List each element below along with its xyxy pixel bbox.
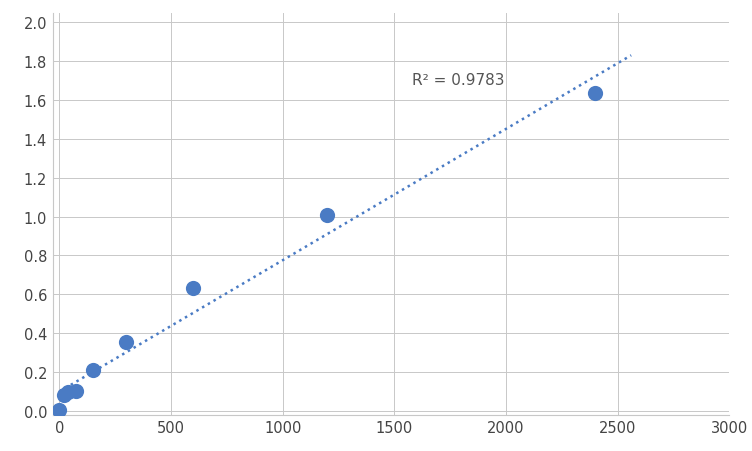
Point: [58, 392, 70, 399]
Point: [62, 389, 74, 396]
Point: [590, 90, 602, 97]
Text: R² = 0.9783: R² = 0.9783: [412, 74, 505, 88]
Point: [70, 387, 82, 394]
Point: [187, 284, 199, 291]
Point: [86, 367, 99, 374]
Point: [53, 407, 65, 414]
Point: [321, 212, 333, 219]
Point: [120, 339, 132, 346]
